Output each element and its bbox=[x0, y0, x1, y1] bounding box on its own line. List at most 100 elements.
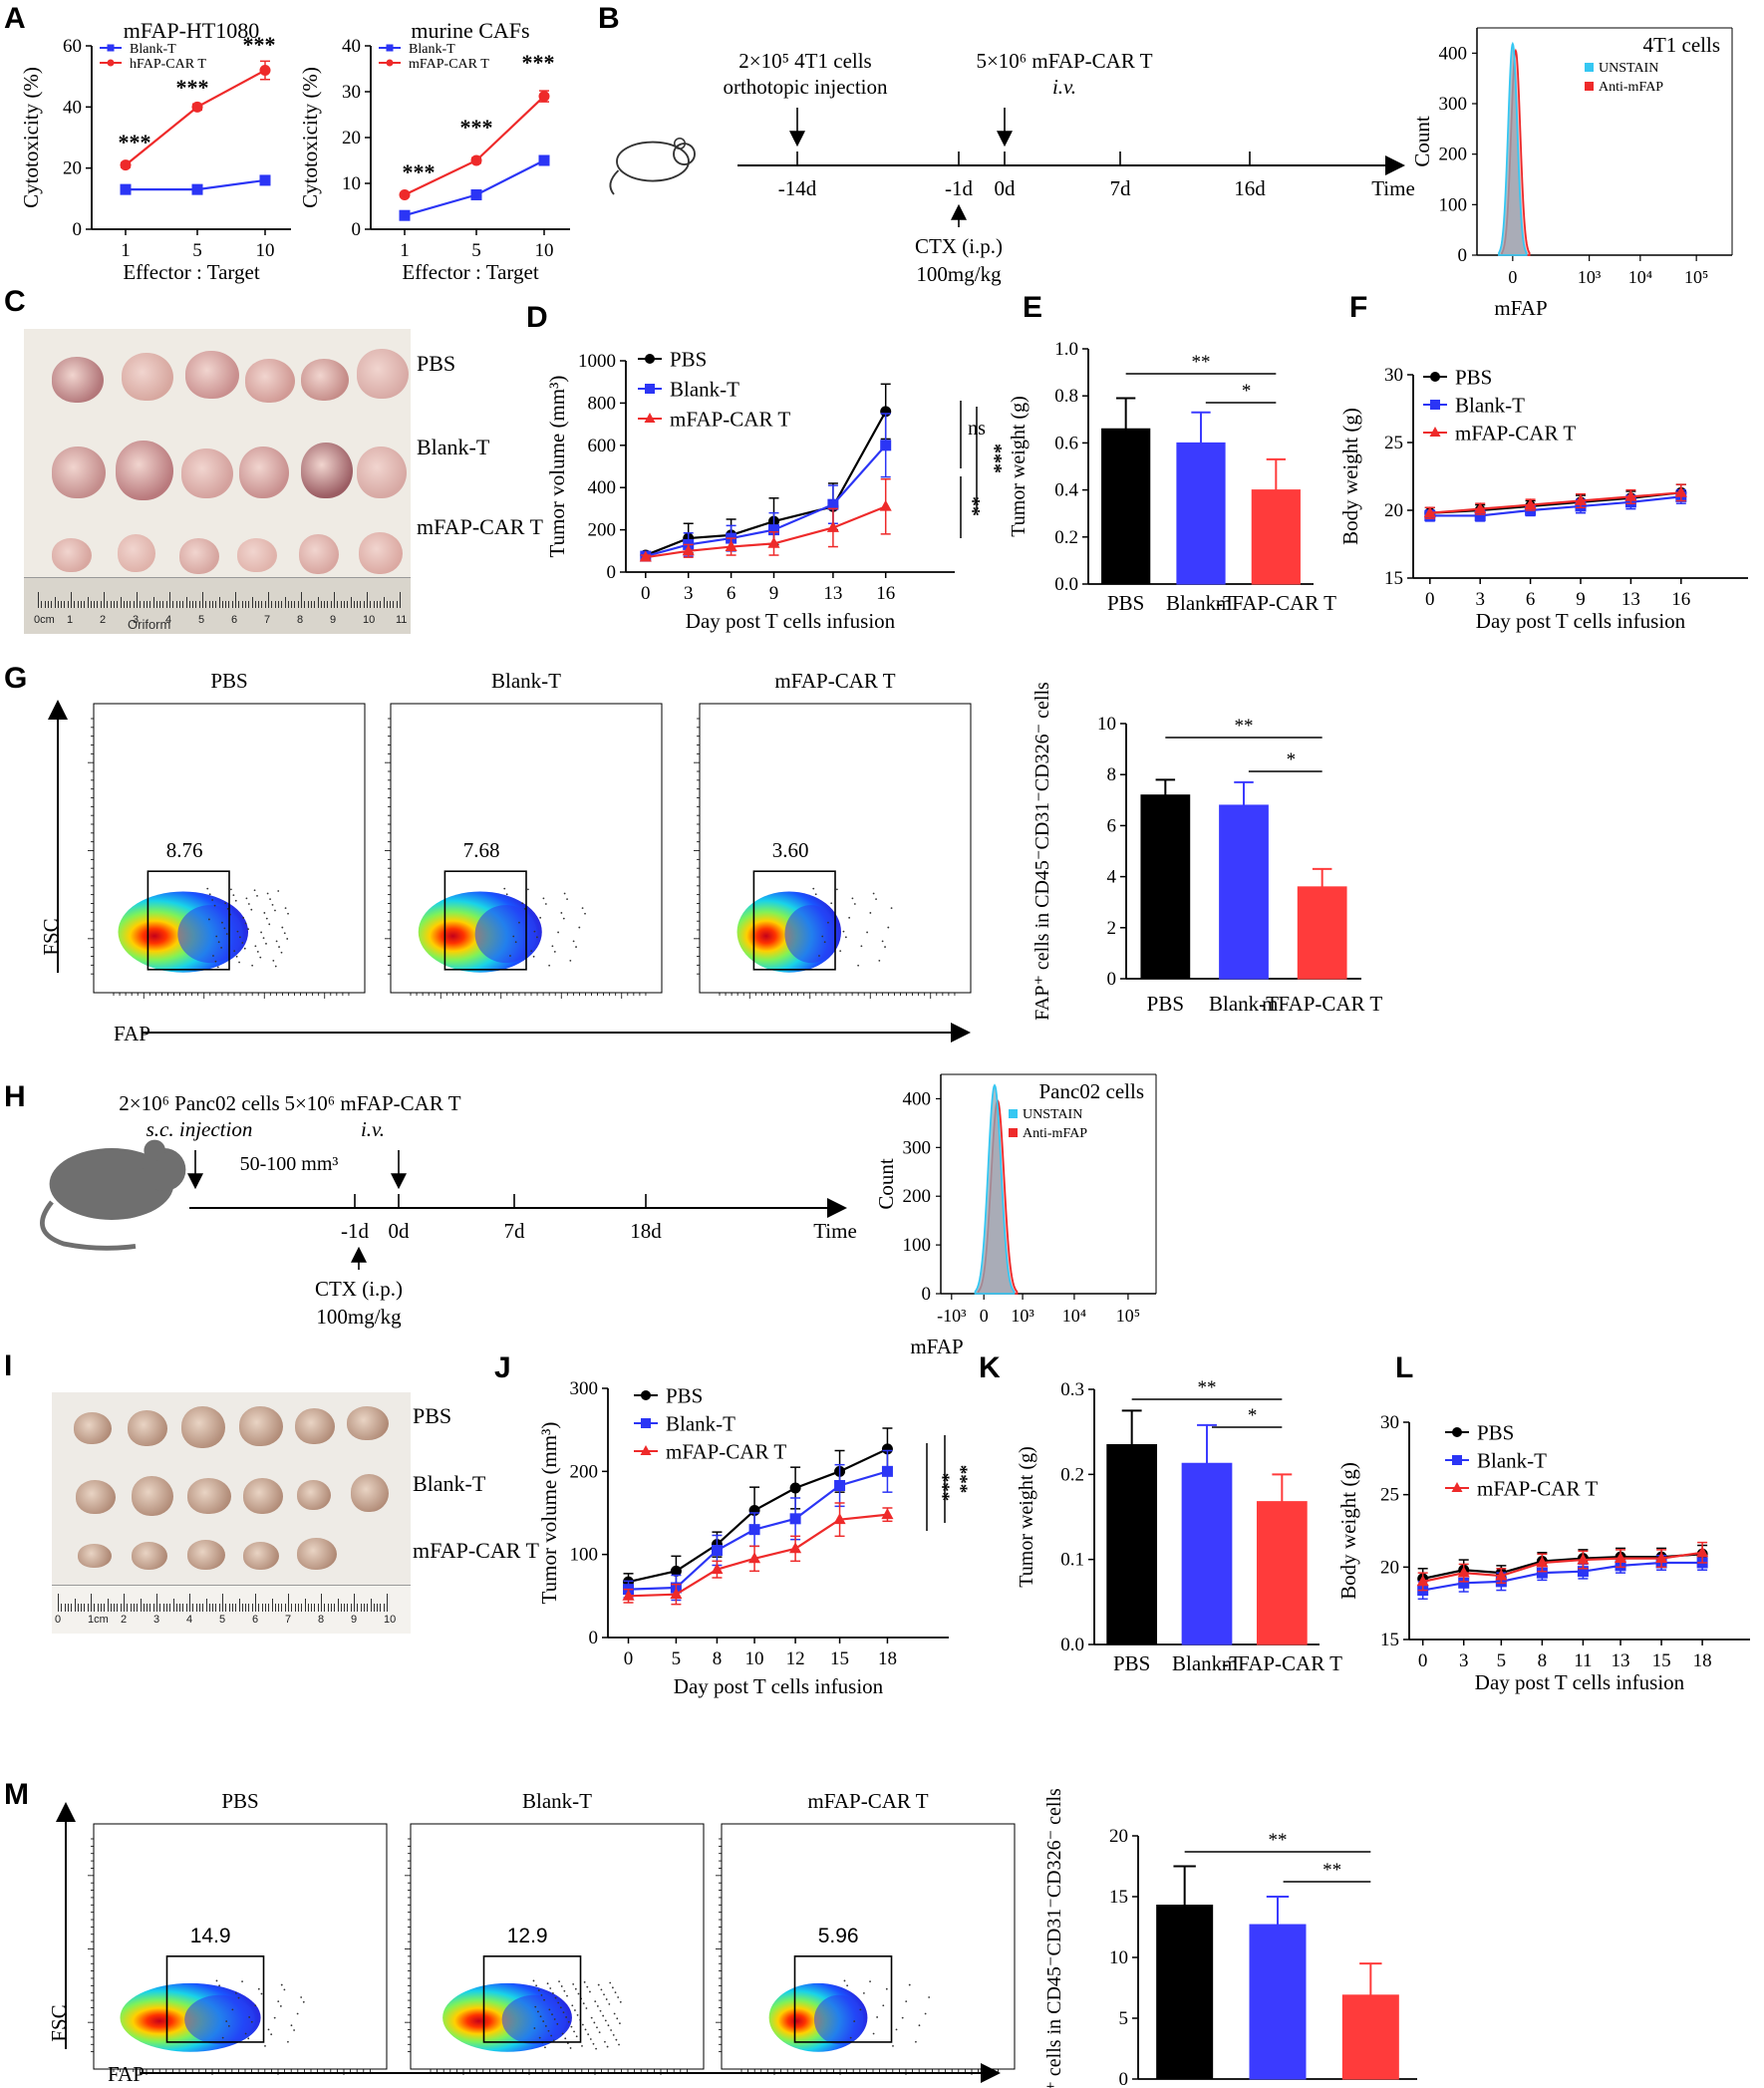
event-dot bbox=[915, 2040, 917, 2043]
group-title: Blank-T bbox=[522, 1789, 592, 1813]
legend-marker bbox=[1430, 400, 1440, 410]
data-point bbox=[748, 1552, 761, 1564]
ctx-label: CTX (i.p.) bbox=[315, 1277, 403, 1301]
ruler-tick bbox=[152, 597, 154, 608]
y-axis-label: Count bbox=[1410, 116, 1434, 167]
event-dot bbox=[234, 899, 237, 902]
y-tick-label: 0.0 bbox=[1054, 574, 1078, 595]
event-dot bbox=[598, 2031, 601, 2033]
event-dot bbox=[608, 2002, 611, 2005]
event-dot bbox=[557, 2001, 560, 2004]
ruler-tick bbox=[353, 601, 355, 608]
category-label: PBS bbox=[1107, 591, 1144, 615]
x-tick-label: 10⁴ bbox=[1628, 267, 1652, 287]
series-mfap-car-t bbox=[1423, 483, 1687, 519]
event-dot bbox=[818, 955, 820, 957]
ruler-tick bbox=[287, 601, 289, 608]
y-tick-label: 200 bbox=[903, 1186, 932, 1207]
ruler-number: 10 bbox=[363, 614, 376, 626]
event-dot bbox=[617, 1996, 620, 1998]
panel-label-e: E bbox=[1023, 291, 1042, 324]
x-axis-label: Effector : Target bbox=[402, 260, 538, 284]
event-dot bbox=[876, 2016, 879, 2018]
event-dot bbox=[223, 927, 226, 930]
ruler-tick bbox=[340, 601, 342, 608]
y-tick-label: 30 bbox=[1380, 1412, 1399, 1433]
event-dot bbox=[908, 1983, 911, 1986]
x-tick-label: 8 bbox=[1538, 1650, 1548, 1671]
data-point bbox=[827, 498, 839, 510]
x-tick-label: 12 bbox=[786, 1648, 805, 1669]
event-dot bbox=[542, 2020, 545, 2022]
event-dot bbox=[543, 1998, 545, 2001]
x-tick-label: 5 bbox=[192, 240, 202, 261]
event-dot bbox=[549, 1987, 552, 1989]
event-dot bbox=[279, 2005, 282, 2007]
row-label: Blank-T bbox=[417, 435, 490, 459]
gate-box bbox=[793, 1955, 893, 2043]
ruler-tick bbox=[274, 1604, 276, 1612]
significance-label: * bbox=[1287, 749, 1297, 770]
event-dot bbox=[576, 2013, 579, 2016]
event-dot bbox=[553, 951, 556, 953]
category-label: mFAP-CAR T bbox=[1262, 992, 1382, 1016]
event-dot bbox=[550, 2034, 553, 2037]
event-dot bbox=[263, 912, 266, 914]
ruler-tick bbox=[169, 1604, 171, 1612]
time-tick-label: 18d bbox=[630, 1219, 662, 1243]
event-dot bbox=[551, 2013, 553, 2016]
ruler-tick bbox=[241, 601, 243, 608]
size-note: 50-100 mm³ bbox=[240, 1153, 339, 1175]
event-dot bbox=[560, 1985, 563, 1987]
y-axis-label: Tumor weight (g) bbox=[1016, 1446, 1037, 1587]
y-axis-label: FAP⁺ cells in CD45⁻CD31⁻CD326⁻ cells bbox=[1043, 1788, 1065, 2088]
ruler-tick bbox=[123, 601, 125, 608]
y-tick-label: 0.8 bbox=[1054, 386, 1078, 407]
tumor-sample bbox=[118, 534, 155, 572]
y-axis-label: FAP⁺ cells in CD45⁻CD31⁻CD326⁻ cells bbox=[1031, 682, 1053, 1021]
tumor-sample bbox=[185, 351, 239, 399]
event-dot bbox=[254, 2004, 257, 2007]
event-dot bbox=[521, 902, 524, 905]
data-point bbox=[1423, 506, 1436, 518]
event-dot bbox=[277, 2000, 280, 2003]
event-dot bbox=[615, 2038, 618, 2041]
event-dot bbox=[250, 908, 253, 911]
ruler-tick bbox=[357, 1604, 359, 1612]
y-tick-label: 0 bbox=[1119, 2069, 1129, 2088]
ruler-tick bbox=[61, 601, 63, 608]
x-tick-label: 5 bbox=[1497, 1650, 1507, 1671]
significance-label: ** bbox=[962, 496, 984, 516]
ruler-tick bbox=[54, 597, 56, 608]
y-axis-label: Tumor weight (g) bbox=[1008, 396, 1029, 536]
y-tick-label: 100 bbox=[903, 1235, 932, 1256]
ruler-tick bbox=[271, 1599, 273, 1612]
panel-label-f: F bbox=[1349, 291, 1367, 324]
event-dot bbox=[599, 2009, 602, 2012]
event-dot bbox=[234, 1991, 237, 1994]
y-tick-label: 10 bbox=[1097, 714, 1116, 735]
data-point bbox=[881, 1508, 894, 1520]
event-dot bbox=[566, 1994, 568, 1997]
event-dot bbox=[242, 916, 245, 919]
y-tick-label: 300 bbox=[903, 1137, 932, 1158]
event-dot bbox=[247, 903, 250, 905]
event-dot bbox=[872, 892, 875, 895]
tumor-sample bbox=[181, 448, 233, 498]
y-tick-label: 100 bbox=[1439, 194, 1468, 215]
significance-label: *** bbox=[522, 50, 555, 75]
event-dot bbox=[559, 2006, 562, 2009]
significance-label: ** bbox=[1198, 1377, 1217, 1398]
event-dot bbox=[274, 909, 276, 912]
y-tick-label: 400 bbox=[1439, 43, 1468, 64]
data-point bbox=[711, 1563, 724, 1575]
y-tick-label: 0.2 bbox=[1054, 527, 1078, 548]
time-tick-label: 0d bbox=[995, 176, 1017, 200]
event-dot bbox=[572, 940, 575, 943]
y-tick-label: 0.6 bbox=[1054, 433, 1078, 453]
legend-label: Blank-T bbox=[1477, 1448, 1547, 1472]
ruler-number: 0cm bbox=[34, 614, 55, 626]
